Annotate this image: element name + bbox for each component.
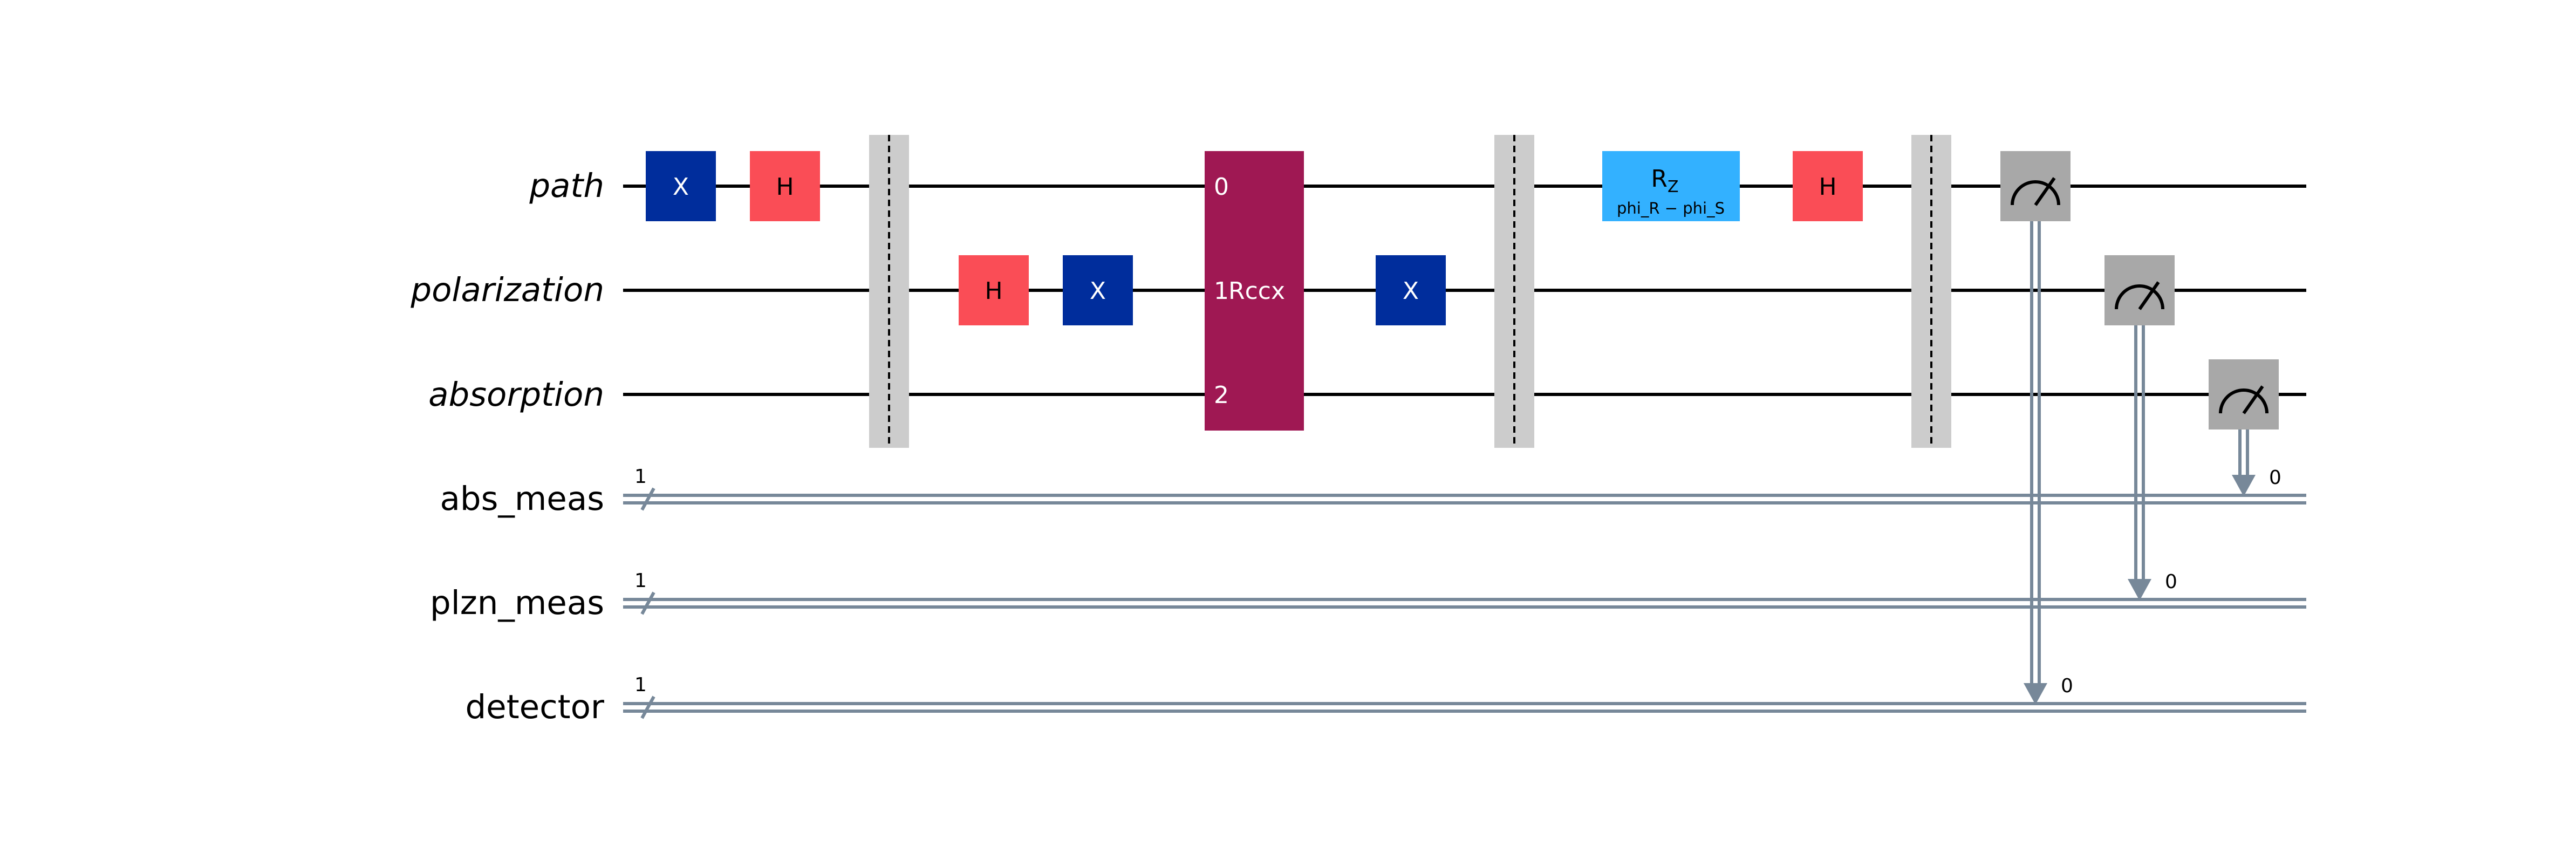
rccx-gate: 0 1 Rccx 2 xyxy=(1205,151,1304,431)
x-gate-polarization-2: X xyxy=(1376,255,1446,325)
clbit-label-plzn-meas: plzn_meas xyxy=(430,584,604,622)
rccx-pin-1: 1 xyxy=(1214,277,1229,305)
barrier-3 xyxy=(1911,135,1951,448)
rz-gate-sub: Z xyxy=(1668,178,1679,196)
rz-gate-path: RZ phi_R − phi_S xyxy=(1602,151,1740,221)
bundle-width-abs-meas: 1 xyxy=(634,466,647,488)
bundle-slash-plzn-meas xyxy=(640,591,655,615)
x-gate-polarization-1: X xyxy=(1063,255,1133,325)
measure-polarization xyxy=(2104,255,2175,601)
barrier-1 xyxy=(869,135,909,448)
rz-gate-param: phi_R − phi_S xyxy=(1617,199,1725,217)
measure-bit-abs-meas: 0 xyxy=(2269,467,2281,489)
bundle-width-detector: 1 xyxy=(634,674,647,696)
qubit-label-absorption: absorption xyxy=(428,376,604,414)
measure-path xyxy=(2000,151,2071,705)
x-gate-path: X xyxy=(646,151,716,221)
svg-text:H: H xyxy=(985,277,1002,305)
qubit-label-polarization: polarization xyxy=(410,271,604,309)
clbit-label-abs-meas: abs_meas xyxy=(440,480,605,518)
svg-text:RZ: RZ xyxy=(1651,165,1678,196)
rccx-label: Rccx xyxy=(1228,277,1285,305)
rccx-pin-2: 2 xyxy=(1214,381,1229,409)
rz-gate-base: R xyxy=(1651,165,1668,193)
bundle-slash-abs-meas xyxy=(640,487,655,511)
classical-bundle-markers: 1 1 1 xyxy=(634,466,655,719)
clbit-label-detector: detector xyxy=(465,688,604,726)
measure-bit-detector: 0 xyxy=(2061,675,2073,697)
h-gate-path-2: H xyxy=(1793,151,1863,221)
barrier-2 xyxy=(1494,135,1534,448)
svg-text:H: H xyxy=(1819,173,1836,201)
classical-wires xyxy=(623,494,2306,713)
qubit-label-path: path xyxy=(529,167,604,205)
svg-text:X: X xyxy=(1090,277,1106,305)
h-gate-polarization: H xyxy=(959,255,1029,325)
measure-bit-plzn-meas: 0 xyxy=(2165,571,2177,593)
h-gate-path: H xyxy=(750,151,820,221)
measure-absorption xyxy=(2209,359,2279,496)
svg-text:X: X xyxy=(1403,277,1419,305)
svg-text:X: X xyxy=(673,173,689,201)
bundle-slash-detector xyxy=(640,695,655,719)
svg-text:H: H xyxy=(776,173,794,201)
bundle-width-plzn-meas: 1 xyxy=(634,570,647,592)
rccx-pin-0: 0 xyxy=(1214,173,1229,201)
